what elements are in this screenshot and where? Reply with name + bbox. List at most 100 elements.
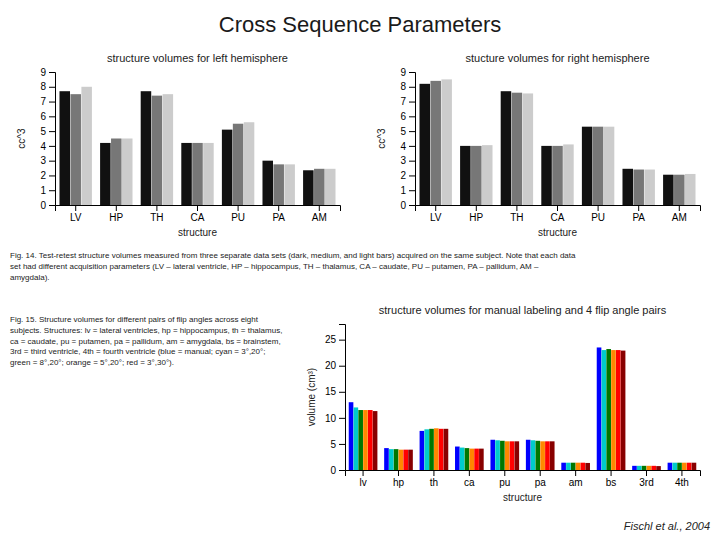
- y-tick-mark: [409, 190, 415, 191]
- y-tick-label: 25: [325, 334, 337, 345]
- caption-line: 3rd = third ventricle, 4th = fourth vent…: [10, 347, 265, 356]
- y-tick-mark: [339, 470, 345, 471]
- bar: [512, 93, 523, 205]
- bar-series: [354, 350, 677, 470]
- bar: [358, 410, 363, 470]
- x-tick-mark: [540, 470, 541, 476]
- x-tick-label: PA: [632, 212, 645, 223]
- x-tick-mark: [638, 205, 639, 211]
- y-tick: 4: [400, 141, 415, 152]
- x-axis: LVHPTHCAPUPAAM: [56, 205, 341, 223]
- x-tick-mark: [197, 205, 198, 211]
- y-tick-mark: [49, 131, 55, 132]
- x-tick: 4th: [675, 470, 689, 488]
- x-tick: HP: [109, 205, 123, 223]
- bar-series: [419, 84, 673, 205]
- bar: [81, 87, 92, 205]
- bar: [471, 146, 482, 205]
- y-tick-label: 9: [400, 67, 406, 78]
- x-tick-mark: [398, 470, 399, 476]
- y-tick-label: 3: [40, 155, 46, 166]
- y-tick-label: 5: [330, 439, 336, 450]
- bar: [403, 450, 408, 470]
- y-tick: 8: [40, 81, 55, 92]
- bar: [552, 146, 563, 205]
- bar: [566, 463, 571, 470]
- y-tick-label: 7: [40, 96, 46, 107]
- y-tick-label: 0: [400, 200, 406, 211]
- bar: [585, 463, 590, 470]
- x-tick: CA: [551, 205, 565, 223]
- bar: [122, 139, 133, 206]
- y-tick-label: 5: [400, 126, 406, 137]
- x-tick: TH: [150, 205, 163, 223]
- y-tick: 2: [400, 170, 415, 181]
- chart: 0510152025lvhpthcapupaambs3rd4thstructur…: [306, 304, 701, 503]
- bar: [651, 466, 656, 470]
- caption-line: subjects. Structures: lv = lateral ventr…: [10, 326, 282, 335]
- bar: [597, 347, 602, 470]
- x-tick: PU: [231, 205, 245, 223]
- x-tick: AM: [312, 205, 327, 223]
- bar: [540, 441, 545, 470]
- caption-line: Fig. 15. Structure volumes for different…: [10, 315, 259, 324]
- bar: [439, 429, 444, 470]
- x-tick: LV: [70, 205, 82, 223]
- bar: [70, 94, 81, 205]
- x-tick: AM: [672, 205, 687, 223]
- bar: [444, 429, 449, 470]
- y-tick-mark: [49, 102, 55, 103]
- x-tick-label: HP: [469, 212, 483, 223]
- bar: [593, 127, 604, 205]
- y-tick-label: 4: [400, 141, 406, 152]
- bar: [100, 143, 111, 205]
- bar: [692, 463, 697, 470]
- bar: [429, 429, 434, 470]
- figure-title: Cross Sequence Parameters: [219, 12, 501, 37]
- y-axis-label: volume (cm³): [306, 368, 317, 426]
- bar-series: [81, 87, 335, 205]
- bar: [434, 428, 439, 470]
- bar: [460, 146, 471, 205]
- bar: [576, 463, 581, 470]
- bar-series: [363, 350, 686, 470]
- x-tick-label: th: [430, 477, 438, 488]
- bar: [622, 169, 633, 205]
- y-tick-label: 1: [40, 185, 46, 196]
- caption: Fig. 14. Test-retest structure volumes m…: [10, 251, 576, 282]
- bar: [408, 450, 413, 470]
- x-tick-label: hp: [393, 477, 405, 488]
- y-tick: 5: [40, 126, 55, 137]
- x-tick: pa: [535, 470, 547, 488]
- bar: [222, 130, 233, 205]
- y-axis-line: [409, 73, 416, 206]
- bar: [523, 93, 534, 205]
- y-tick-mark: [339, 444, 345, 445]
- caption-line: set had different acquisition parameters…: [10, 262, 539, 271]
- y-tick: 4: [40, 141, 55, 152]
- y-tick-label: 8: [400, 81, 406, 92]
- x-tick-label: pu: [499, 477, 510, 488]
- caption: Fig. 15. Structure volumes for different…: [10, 315, 282, 367]
- x-tick-mark: [681, 470, 682, 476]
- x-tick-mark: [516, 205, 517, 211]
- y-tick-mark: [339, 392, 345, 393]
- y-tick-label: 15: [325, 386, 337, 397]
- y-axis-line: [49, 73, 56, 206]
- bar: [354, 407, 359, 470]
- x-axis-label: structure: [503, 492, 542, 503]
- y-axis: 0123456789: [40, 67, 55, 211]
- y-tick-mark: [49, 175, 55, 176]
- y-tick: 5: [400, 126, 415, 137]
- bar: [490, 440, 495, 470]
- y-tick-mark: [49, 87, 55, 88]
- bar: [531, 440, 536, 470]
- bar: [181, 143, 192, 205]
- caption-line: green = 8°,20°; orange = 5°,20°; red = 3…: [10, 358, 174, 367]
- x-tick: TH: [510, 205, 523, 223]
- bar: [536, 441, 541, 470]
- bar: [510, 441, 515, 470]
- x-tick: CA: [191, 205, 205, 223]
- x-tick-label: CA: [551, 212, 565, 223]
- bar: [303, 170, 314, 205]
